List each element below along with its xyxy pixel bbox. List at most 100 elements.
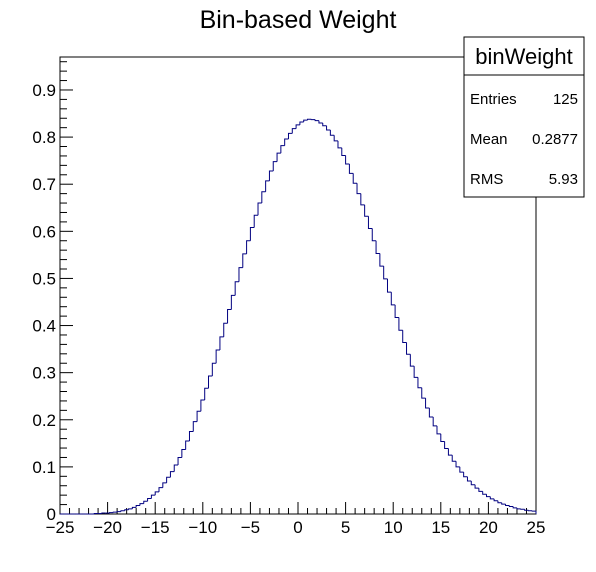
histogram-bin	[326, 125, 331, 131]
chart-title: Bin-based Weight	[200, 6, 397, 34]
histogram-bin	[215, 349, 220, 364]
histogram-bin	[505, 504, 510, 507]
histogram-bin	[394, 304, 399, 319]
histogram-bin	[508, 505, 514, 507]
stats-entries-value: 125	[553, 91, 578, 108]
y-tick-label: 0.1	[32, 458, 56, 477]
histogram-bin	[356, 183, 361, 195]
histogram-bin	[512, 506, 517, 509]
histogram-bin	[249, 227, 255, 241]
y-tick-label: 0.8	[32, 128, 56, 147]
stats-mean-value: 0.2877	[532, 131, 578, 148]
histogram-bin	[223, 322, 228, 337]
histogram-bin	[158, 487, 163, 492]
x-tick-label: 20	[479, 518, 498, 537]
histogram-bin	[131, 506, 137, 509]
histogram-bin	[200, 399, 205, 412]
stats-rms-value: 5.93	[549, 171, 578, 188]
histogram-bin	[135, 505, 140, 508]
histogram-bin	[147, 497, 152, 502]
histogram-bin	[379, 253, 384, 267]
histogram-bin	[428, 407, 434, 418]
x-tick-label: −15	[141, 518, 170, 537]
histogram-bin	[128, 508, 133, 510]
histogram-bin	[261, 191, 266, 204]
histogram-bin	[173, 464, 179, 472]
histogram-bin	[348, 163, 354, 174]
histogram-bin	[364, 204, 369, 217]
histogram-bin	[234, 281, 239, 296]
histogram-bin	[406, 342, 411, 355]
histogram-bin	[459, 466, 464, 473]
histogram-bin	[284, 138, 289, 146]
histogram-bin	[417, 377, 422, 389]
histogram-series	[60, 118, 537, 515]
histogram-bin	[341, 147, 346, 156]
y-tick-label: 0.7	[32, 175, 56, 194]
histogram-bin	[291, 128, 297, 134]
histogram-bin	[307, 118, 312, 121]
histogram-bin	[409, 354, 415, 367]
y-tick-label: 0.3	[32, 364, 56, 383]
histogram-bin	[181, 448, 186, 458]
histogram-bin	[367, 216, 373, 229]
histogram-bin	[227, 309, 232, 324]
histogram-bin	[143, 500, 148, 504]
histogram-bin	[177, 456, 182, 466]
histogram-bin	[421, 387, 426, 399]
stats-box-frame	[463, 36, 585, 198]
histogram-bin	[166, 476, 171, 483]
histogram-bin	[440, 433, 445, 442]
histogram-bin	[352, 173, 358, 184]
x-tick-label: 10	[384, 518, 403, 537]
x-tick-label: 15	[431, 518, 450, 537]
histogram-bin	[204, 387, 209, 400]
stats-mean-label: Mean	[470, 131, 508, 148]
histogram-bin	[185, 440, 190, 450]
x-tick-label: −25	[46, 518, 75, 537]
y-tick-label: 0.4	[32, 317, 56, 336]
histogram-bin	[455, 461, 460, 468]
histogram-bin	[474, 484, 479, 489]
y-tick-label: 0.9	[32, 81, 56, 100]
histogram-bin	[386, 278, 392, 293]
histogram-bin	[265, 180, 270, 192]
histogram-bin	[188, 431, 194, 441]
histogram-bin	[493, 498, 498, 502]
histogram-bin	[398, 317, 403, 331]
histogram-bin	[337, 140, 342, 149]
histogram-bin	[371, 228, 377, 242]
histogram-bin	[447, 448, 453, 456]
histogram-bin	[402, 330, 407, 344]
histogram-bin	[139, 503, 144, 506]
histogram-bin	[482, 491, 487, 495]
histogram-bin	[436, 425, 441, 435]
stats-rms-label: RMS	[470, 171, 503, 188]
histogram-bin	[444, 441, 449, 450]
histogram-bin	[478, 488, 483, 492]
histogram-bin	[124, 509, 129, 511]
tick-labels: −25 −20 −15 −10 −5 0 5 10 15 20 25 0 0.1 0.2 0.3 0.4 0.5…	[32, 81, 545, 537]
histogram-bin	[501, 502, 506, 505]
histogram-bin	[257, 202, 262, 216]
histogram-bin	[211, 362, 217, 376]
histogram-bin	[451, 455, 457, 462]
histogram-bin	[375, 240, 380, 254]
histogram-bin	[466, 476, 472, 482]
histogram-bin	[489, 496, 495, 500]
histogram-bin	[268, 170, 274, 181]
histogram-bin	[242, 253, 247, 268]
histogram-bin	[272, 161, 278, 172]
x-tick-label: −20	[93, 518, 122, 537]
histogram-bin	[516, 507, 521, 510]
y-tick-label: 0.6	[32, 222, 56, 241]
histogram-bin	[425, 398, 430, 409]
x-tick-label: 5	[341, 518, 350, 537]
histogram-bin	[196, 410, 201, 422]
histogram-bin	[470, 481, 476, 486]
histogram-bin	[524, 509, 529, 511]
histogram-bin	[390, 292, 396, 306]
histogram-bin	[299, 121, 304, 125]
x-tick-label: −10	[188, 518, 217, 537]
histogram-bin	[322, 122, 327, 127]
